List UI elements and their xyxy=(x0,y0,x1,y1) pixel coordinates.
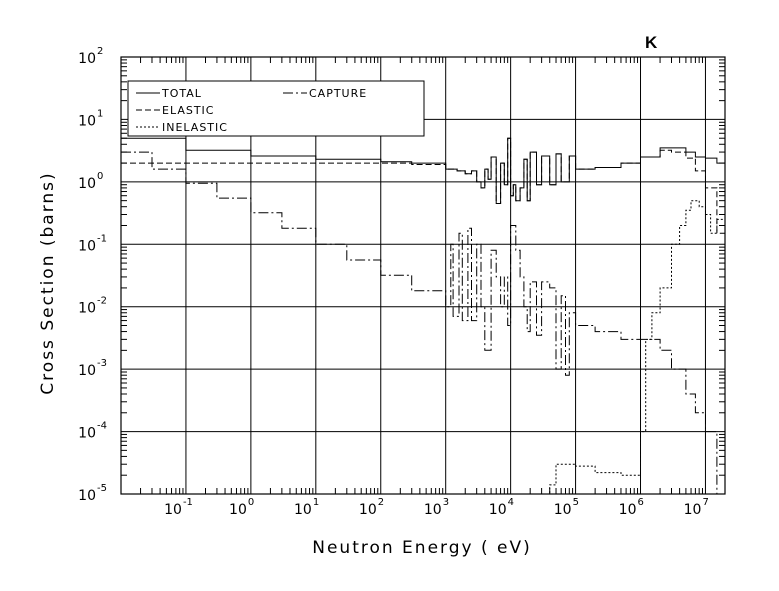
y-tick-exponent: -5 xyxy=(97,483,107,494)
x-tick-label: 10 xyxy=(489,502,507,518)
y-tick-label: 10 xyxy=(78,426,96,442)
plot-frame xyxy=(120,56,726,495)
x-tick-exponent: 1 xyxy=(313,497,319,508)
y-tick-exponent: 2 xyxy=(97,46,103,57)
y-tick-label: 10 xyxy=(78,363,96,379)
series-inelastic-line xyxy=(510,200,726,495)
x-tick-exponent: 3 xyxy=(443,497,449,508)
x-tick-label: 10 xyxy=(554,502,572,518)
x-tick-label: 10 xyxy=(424,502,442,518)
y-axis-title: Cross Section (barns) xyxy=(38,171,58,394)
x-axis-title: Neutron Energy ( eV) xyxy=(312,538,532,558)
y-tick-exponent: 1 xyxy=(97,108,103,119)
x-tick-label: 10 xyxy=(619,502,637,518)
y-tick-label: 10 xyxy=(78,176,96,192)
x-tick-exponent: 2 xyxy=(378,497,384,508)
y-tick-exponent: -1 xyxy=(97,233,107,244)
x-tick-label: 10 xyxy=(359,502,377,518)
x-tick-label: 10 xyxy=(229,502,247,518)
y-tick-exponent: -3 xyxy=(97,358,107,369)
y-tick-label: 10 xyxy=(78,113,96,129)
y-tick-label: 10 xyxy=(78,51,96,67)
x-tick-exponent: 6 xyxy=(638,497,644,508)
legend-label-total: TOTAL xyxy=(161,87,202,100)
legend-box xyxy=(127,80,425,137)
x-tick-exponent: 4 xyxy=(508,497,514,508)
axis-ticks: 10 -1 10 0 10 1 10 2 10 3 10 4 10 5 10 6 10 710 210 110 010-… xyxy=(78,46,726,518)
x-tick-label: 10 xyxy=(294,502,312,518)
legend-label-elastic: ELASTIC xyxy=(162,104,214,117)
x-tick-exponent: 7 xyxy=(702,497,708,508)
x-tick-label: 10 xyxy=(684,502,702,518)
series-total-line xyxy=(121,137,725,204)
chart-title: K xyxy=(645,33,658,52)
y-tick-exponent: -4 xyxy=(97,421,107,432)
legend-label-capture: CAPTURE xyxy=(309,87,367,100)
series-elastic-line xyxy=(121,137,726,234)
x-tick-exponent: -1 xyxy=(183,497,193,508)
legend: TOTAL ELASTIC INELASTIC CAPTURE xyxy=(127,80,425,137)
x-tick-label: 10 xyxy=(164,502,182,518)
y-tick-exponent: -2 xyxy=(97,296,107,307)
series-lines xyxy=(121,137,726,495)
legend-label-inelastic: INELASTIC xyxy=(162,121,228,134)
x-tick-exponent: 5 xyxy=(573,497,579,508)
series-capture-line xyxy=(121,151,718,494)
y-tick-label: 10 xyxy=(78,238,96,254)
y-tick-label: 10 xyxy=(78,301,96,317)
y-tick-exponent: 0 xyxy=(97,171,103,182)
x-tick-exponent: 0 xyxy=(248,497,254,508)
y-tick-label: 10 xyxy=(78,488,96,504)
